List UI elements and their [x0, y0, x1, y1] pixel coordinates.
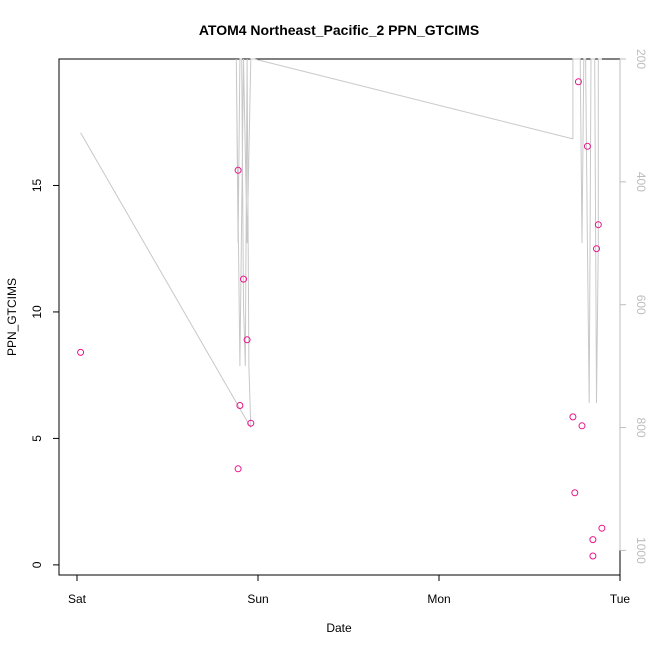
- data-point: [574, 78, 582, 86]
- data-point: [569, 413, 577, 421]
- point-series: [77, 78, 606, 560]
- data-point: [240, 275, 247, 283]
- data-point: [578, 422, 586, 430]
- y-tick-label: 10: [30, 305, 44, 319]
- chart-title: ATOM4 Northeast_Pacific_2 PPN_GTCIMS: [199, 22, 479, 38]
- x-tick-label: Sun: [247, 592, 268, 606]
- x-tick-label: Tue: [610, 592, 631, 606]
- right-tick-label: 600: [634, 295, 648, 315]
- y-tick-label: 0: [30, 561, 44, 568]
- data-point: [234, 465, 242, 473]
- x-tick-label: Mon: [427, 592, 450, 606]
- y-tick-label: 15: [30, 178, 44, 192]
- data-point: [77, 348, 85, 356]
- y-axis-label: PPN_GTCIMS: [5, 278, 19, 356]
- right-tick-label: 400: [634, 172, 648, 192]
- plot-frame: [58, 58, 621, 576]
- data-point: [236, 402, 244, 409]
- data-point: [234, 166, 242, 174]
- data-point: [593, 245, 600, 253]
- x-axis-label: Date: [326, 621, 352, 635]
- right-tick-label: 200: [634, 49, 648, 69]
- data-point: [583, 142, 591, 150]
- y-axis: 0 5 10 15: [30, 178, 60, 568]
- data-point: [247, 419, 255, 427]
- pressure-line: [80, 58, 602, 428]
- x-axis: Sat Sun Mon Tue: [68, 574, 631, 606]
- pressure-line-series: [80, 58, 602, 428]
- data-point: [594, 221, 602, 229]
- data-point: [571, 489, 579, 497]
- y-tick-label: 5: [30, 435, 44, 442]
- data-point: [598, 524, 606, 532]
- data-point: [589, 536, 597, 544]
- data-point: [243, 336, 251, 344]
- x-tick-label: Sat: [68, 592, 87, 606]
- data-point: [589, 552, 597, 560]
- right-axis: 200 400 600 800 1000: [619, 49, 648, 564]
- right-tick-label: 1000: [634, 537, 648, 564]
- right-tick-label: 800: [634, 418, 648, 438]
